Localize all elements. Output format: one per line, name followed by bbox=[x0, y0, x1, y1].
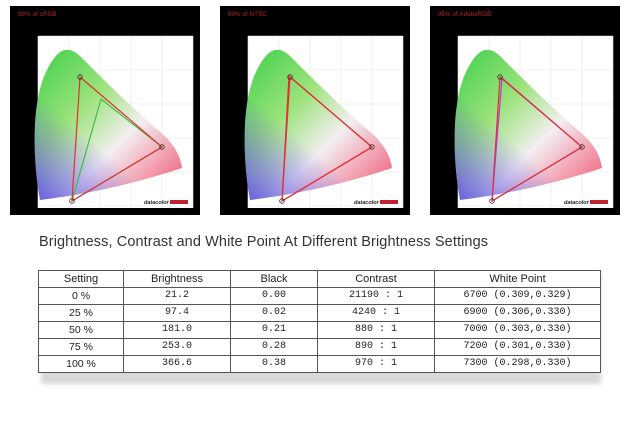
section-heading: Brightness, Contrast and White Point At … bbox=[39, 234, 489, 250]
measured-gamut-triangle bbox=[491, 75, 584, 203]
black-cell: 0.02 bbox=[230, 304, 318, 322]
black-cell: 0.21 bbox=[230, 321, 318, 339]
column-header: Brightness bbox=[123, 270, 231, 288]
panel-caption: 95% of AdobeRGB bbox=[438, 12, 492, 18]
setting-cell: 50 % bbox=[38, 321, 124, 339]
cie-diagram: datacolor bbox=[454, 35, 614, 208]
black-cell: 0.00 bbox=[230, 287, 318, 305]
logo-bar bbox=[590, 200, 608, 204]
spectral-locus-blue bbox=[244, 49, 392, 200]
brightness-cell: 21.2 bbox=[123, 287, 231, 305]
setting-cell: 75 % bbox=[38, 338, 124, 356]
measured-gamut-triangle bbox=[281, 75, 374, 203]
primary-marker bbox=[489, 198, 495, 204]
setting-cell: 0 % bbox=[38, 287, 124, 305]
gamut-panels: datacolor 99% of sRGB datacolor 90% of N… bbox=[10, 6, 620, 215]
primary-marker bbox=[159, 144, 165, 150]
brightness-cell: 181.0 bbox=[123, 321, 231, 339]
primary-marker bbox=[579, 144, 585, 150]
column-header: White Point bbox=[434, 270, 601, 288]
white-point-cell: 7200 (0.301,0.330) bbox=[434, 338, 601, 356]
white-point-cell: 7300 (0.298,0.330) bbox=[434, 355, 601, 373]
datacolor-logo: datacolor bbox=[144, 200, 170, 206]
contrast-cell: 880 : 1 bbox=[317, 321, 435, 339]
datacolor-logo: datacolor bbox=[564, 200, 590, 206]
contrast-cell: 970 : 1 bbox=[317, 355, 435, 373]
black-cell: 0.28 bbox=[230, 338, 318, 356]
white-point-cell: 6700 (0.309,0.329) bbox=[434, 287, 601, 305]
table-row: 100 % 366.6 0.38 970 : 1 7300 (0.298,0.3… bbox=[38, 355, 601, 373]
white-point-cell: 6900 (0.306,0.330) bbox=[434, 304, 601, 322]
datacolor-logo: datacolor bbox=[354, 200, 380, 206]
cie-diagram: datacolor bbox=[34, 35, 194, 208]
contrast-cell: 4240 : 1 bbox=[317, 304, 435, 322]
primary-marker bbox=[369, 144, 375, 150]
table-row: 0 % 21.2 0.00 21190 : 1 6700 (0.309,0.32… bbox=[38, 287, 601, 305]
brightness-table: Setting Brightness Black Contrast White … bbox=[38, 270, 601, 373]
setting-cell: 100 % bbox=[38, 355, 124, 373]
panel-caption: 99% of sRGB bbox=[18, 12, 57, 18]
white-point-cell: 7000 (0.303,0.330) bbox=[434, 321, 601, 339]
gamut-panel-adobergb: datacolor 95% of AdobeRGB bbox=[430, 6, 620, 215]
column-header: Setting bbox=[38, 270, 124, 288]
setting-cell: 25 % bbox=[38, 304, 124, 322]
primary-marker bbox=[69, 198, 75, 204]
primary-marker bbox=[77, 74, 83, 80]
measured-gamut-triangle bbox=[71, 75, 164, 203]
table-row: 50 % 181.0 0.21 880 : 1 7000 (0.303,0.33… bbox=[38, 321, 601, 339]
primary-marker bbox=[497, 74, 503, 80]
panel-caption: 90% of NTSC bbox=[228, 12, 267, 18]
brightness-cell: 97.4 bbox=[123, 304, 231, 322]
primary-marker bbox=[287, 74, 293, 80]
contrast-cell: 890 : 1 bbox=[317, 338, 435, 356]
spectral-locus-blue bbox=[34, 49, 182, 200]
spectral-locus-blue bbox=[454, 49, 602, 200]
table-header-row: Setting Brightness Black Contrast White … bbox=[38, 270, 601, 288]
cie-diagram: datacolor bbox=[244, 35, 404, 208]
table-row: 75 % 253.0 0.28 890 : 1 7200 (0.301,0.33… bbox=[38, 338, 601, 356]
gamut-panel-srgb: datacolor 99% of sRGB bbox=[10, 6, 200, 215]
column-header: Contrast bbox=[317, 270, 435, 288]
column-header: Black bbox=[230, 270, 318, 288]
table-row: 25 % 97.4 0.02 4240 : 1 6900 (0.306,0.33… bbox=[38, 304, 601, 322]
contrast-cell: 21190 : 1 bbox=[317, 287, 435, 305]
gamut-panel-ntsc: datacolor 90% of NTSC bbox=[220, 6, 410, 215]
primary-marker bbox=[279, 198, 285, 204]
logo-bar bbox=[170, 200, 188, 204]
brightness-cell: 253.0 bbox=[123, 338, 231, 356]
black-cell: 0.38 bbox=[230, 355, 318, 373]
brightness-cell: 366.6 bbox=[123, 355, 231, 373]
logo-bar bbox=[380, 200, 398, 204]
